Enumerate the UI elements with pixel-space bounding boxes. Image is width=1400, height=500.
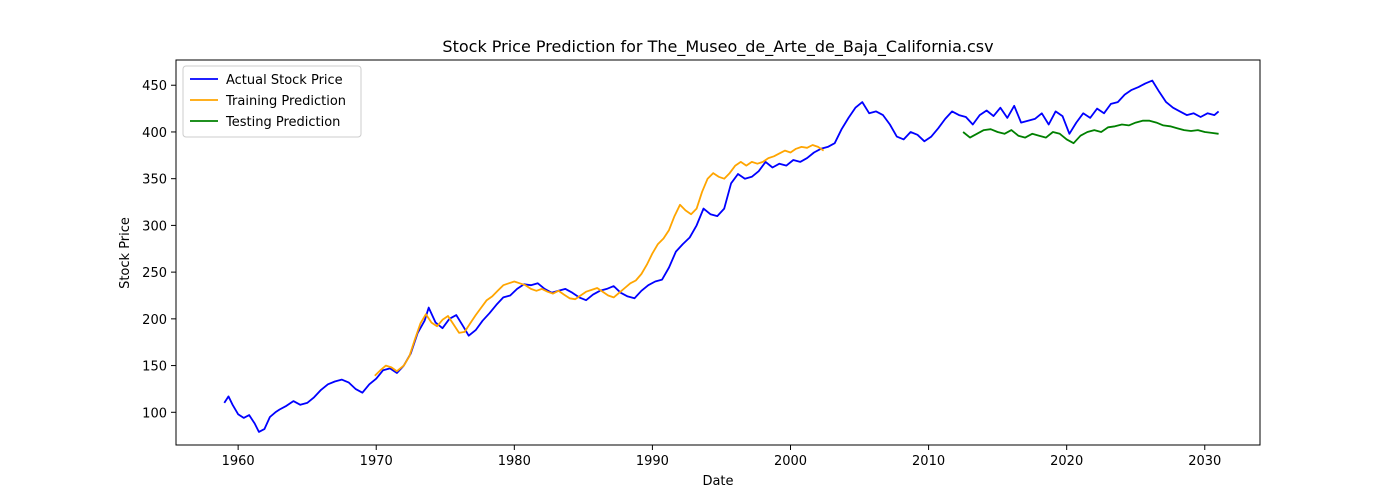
x-tick-label: 1990 bbox=[636, 454, 669, 469]
y-tick-label: 450 bbox=[142, 79, 167, 94]
legend-box bbox=[182, 65, 362, 138]
series-line-2 bbox=[962, 119, 1219, 145]
series-line-1 bbox=[374, 144, 825, 377]
y-tick-label: 250 bbox=[142, 266, 167, 281]
x-tick-label: 2030 bbox=[1188, 454, 1221, 469]
x-axis-label: Date bbox=[702, 474, 733, 489]
y-tick-label: 150 bbox=[142, 360, 167, 375]
legend-label-0: Actual Stock Price bbox=[226, 73, 343, 88]
legend-label-1: Training Prediction bbox=[225, 94, 346, 109]
legend: Actual Stock Price Training Prediction Tes… bbox=[182, 65, 362, 138]
y-axis-label: Stock Price bbox=[118, 217, 133, 289]
y-axis: 100 150 200 250 300 350 400 450 bbox=[142, 79, 176, 421]
series-line-0 bbox=[223, 79, 1220, 433]
plot-frame bbox=[175, 59, 1261, 446]
x-axis: 1960 1970 1980 1990 2000 2010 2020 2030 bbox=[222, 445, 1221, 469]
x-tick-label: 2020 bbox=[1050, 454, 1083, 469]
y-tick-label: 350 bbox=[142, 173, 167, 188]
y-tick-label: 100 bbox=[142, 406, 167, 421]
y-tick-label: 200 bbox=[142, 313, 167, 328]
legend-label-2: Testing Prediction bbox=[225, 115, 340, 130]
x-tick-label: 1960 bbox=[222, 454, 255, 469]
x-tick-label: 1980 bbox=[498, 454, 531, 469]
x-tick-label: 2000 bbox=[774, 454, 807, 469]
x-tick-label: 1970 bbox=[360, 454, 393, 469]
y-tick-label: 300 bbox=[142, 219, 167, 234]
chart-title: Stock Price Prediction for The_Museo_de_… bbox=[442, 37, 993, 57]
y-tick-label: 400 bbox=[142, 126, 167, 141]
x-tick-label: 2010 bbox=[912, 454, 945, 469]
series-layer bbox=[223, 79, 1220, 433]
